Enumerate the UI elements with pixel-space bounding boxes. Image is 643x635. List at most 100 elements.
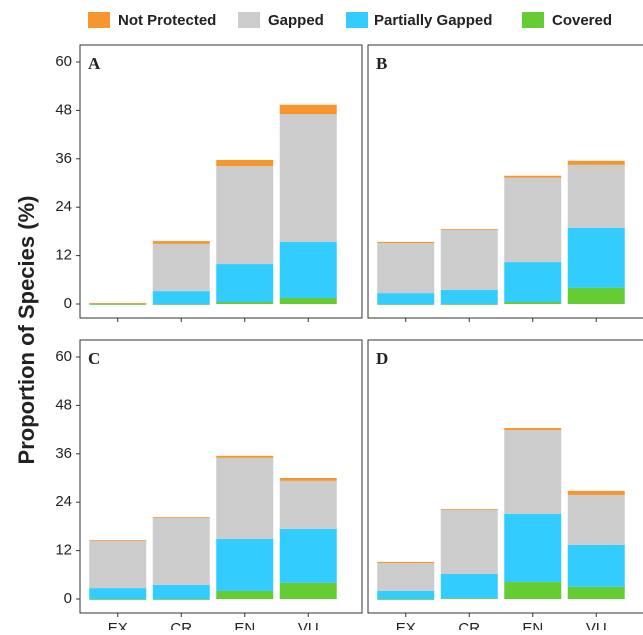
y-tick-label: 36 — [55, 445, 72, 462]
bar-segment — [216, 301, 274, 304]
bar-segment — [279, 297, 337, 304]
bar-segment — [504, 301, 562, 304]
bar-segment — [440, 573, 498, 599]
x-tick-label: VU — [586, 620, 607, 630]
y-axis-label: Proportion of Species (%) — [14, 196, 39, 465]
panel-frame — [367, 44, 643, 319]
y-tick-label: 60 — [55, 53, 72, 70]
x-tick-label: EN — [522, 620, 543, 630]
bar-segment — [216, 455, 274, 458]
panel-label: D — [376, 349, 388, 368]
bar-segment — [152, 243, 210, 292]
bar-segment — [440, 304, 498, 305]
bar-segment — [152, 291, 210, 304]
bar-segment — [377, 563, 435, 591]
legend-swatch — [522, 12, 544, 28]
x-tick-label: EN — [234, 620, 255, 630]
y-tick-label: 0 — [64, 295, 72, 312]
bar-segment — [377, 590, 435, 599]
bar-segment — [152, 304, 210, 305]
bar-segment — [440, 509, 498, 510]
bar-segment — [504, 582, 562, 599]
bar-segment — [216, 590, 274, 599]
bar-segment — [279, 104, 337, 115]
bar-segment — [279, 478, 337, 481]
x-tick-label: CR — [170, 620, 192, 630]
bar-segment — [89, 540, 147, 589]
bar-segment — [377, 241, 435, 244]
bar-segment — [89, 599, 147, 600]
bar-segment — [89, 304, 147, 305]
bar-segment — [504, 175, 562, 178]
bar-segment — [567, 164, 625, 228]
bar-segment — [440, 229, 498, 290]
bar-segment — [152, 517, 210, 585]
bar-segment — [152, 599, 210, 600]
x-tick-label: CR — [458, 620, 480, 630]
bar-segment — [567, 586, 625, 599]
y-tick-label: 48 — [55, 396, 72, 413]
bar-segment — [567, 494, 625, 545]
legend-label: Gapped — [268, 12, 324, 29]
legend-label: Not Protected — [118, 12, 216, 29]
bar-segment — [279, 528, 337, 583]
panel-label: C — [88, 349, 100, 368]
bar-segment — [216, 166, 274, 265]
bar-segment — [440, 509, 498, 574]
bar-segment — [567, 490, 625, 495]
bar-segment — [216, 264, 274, 302]
bar-segment — [216, 457, 274, 539]
bar-segment — [89, 540, 147, 541]
y-tick-label: 24 — [55, 493, 72, 510]
legend-swatch — [238, 12, 260, 28]
bar-segment — [279, 480, 337, 529]
bar-segment — [152, 241, 210, 244]
y-tick-label: 0 — [64, 590, 72, 607]
bar-segment — [216, 538, 274, 591]
bar-segment — [504, 262, 562, 302]
x-tick-label: EX — [108, 620, 128, 630]
bar-segment — [504, 513, 562, 583]
bar-segment — [377, 304, 435, 305]
bar-segment — [504, 430, 562, 514]
bar-segment — [89, 303, 147, 304]
bar-segment — [279, 114, 337, 242]
bar-segment — [279, 582, 337, 599]
y-tick-label: 24 — [55, 198, 72, 215]
y-tick-label: 60 — [55, 348, 72, 365]
bar-segment — [89, 588, 147, 599]
x-tick-label: VU — [298, 620, 319, 630]
legend-label: Partially Gapped — [374, 12, 492, 29]
panel-frame — [79, 339, 363, 614]
y-tick-label: 36 — [55, 150, 72, 167]
bar-segment — [504, 427, 562, 431]
bar-segment — [152, 517, 210, 518]
y-tick-label: 48 — [55, 101, 72, 118]
bar-segment — [504, 177, 562, 263]
bar-segment — [567, 227, 625, 288]
bar-segment — [377, 599, 435, 600]
y-tick-label: 12 — [55, 247, 72, 264]
bar-segment — [440, 228, 498, 230]
bar-segment — [440, 289, 498, 304]
bar-segment — [567, 287, 625, 304]
legend-swatch — [346, 12, 368, 28]
panel-frame — [79, 44, 363, 319]
legend-label: Covered — [552, 12, 612, 29]
y-tick-label: 12 — [55, 542, 72, 559]
bar-segment — [377, 243, 435, 294]
x-tick-label: EX — [396, 620, 416, 630]
panel-frame — [367, 339, 643, 614]
bar-segment — [567, 160, 625, 165]
legend-swatch — [88, 12, 110, 28]
bar-segment — [152, 584, 210, 599]
bar-segment — [440, 598, 498, 599]
bar-segment — [567, 544, 625, 587]
bar-segment — [377, 293, 435, 304]
bar-segment — [216, 160, 274, 167]
panel-label: A — [88, 54, 101, 73]
panel-label: B — [376, 54, 387, 73]
bar-segment — [279, 241, 337, 298]
bar-segment — [377, 561, 435, 564]
